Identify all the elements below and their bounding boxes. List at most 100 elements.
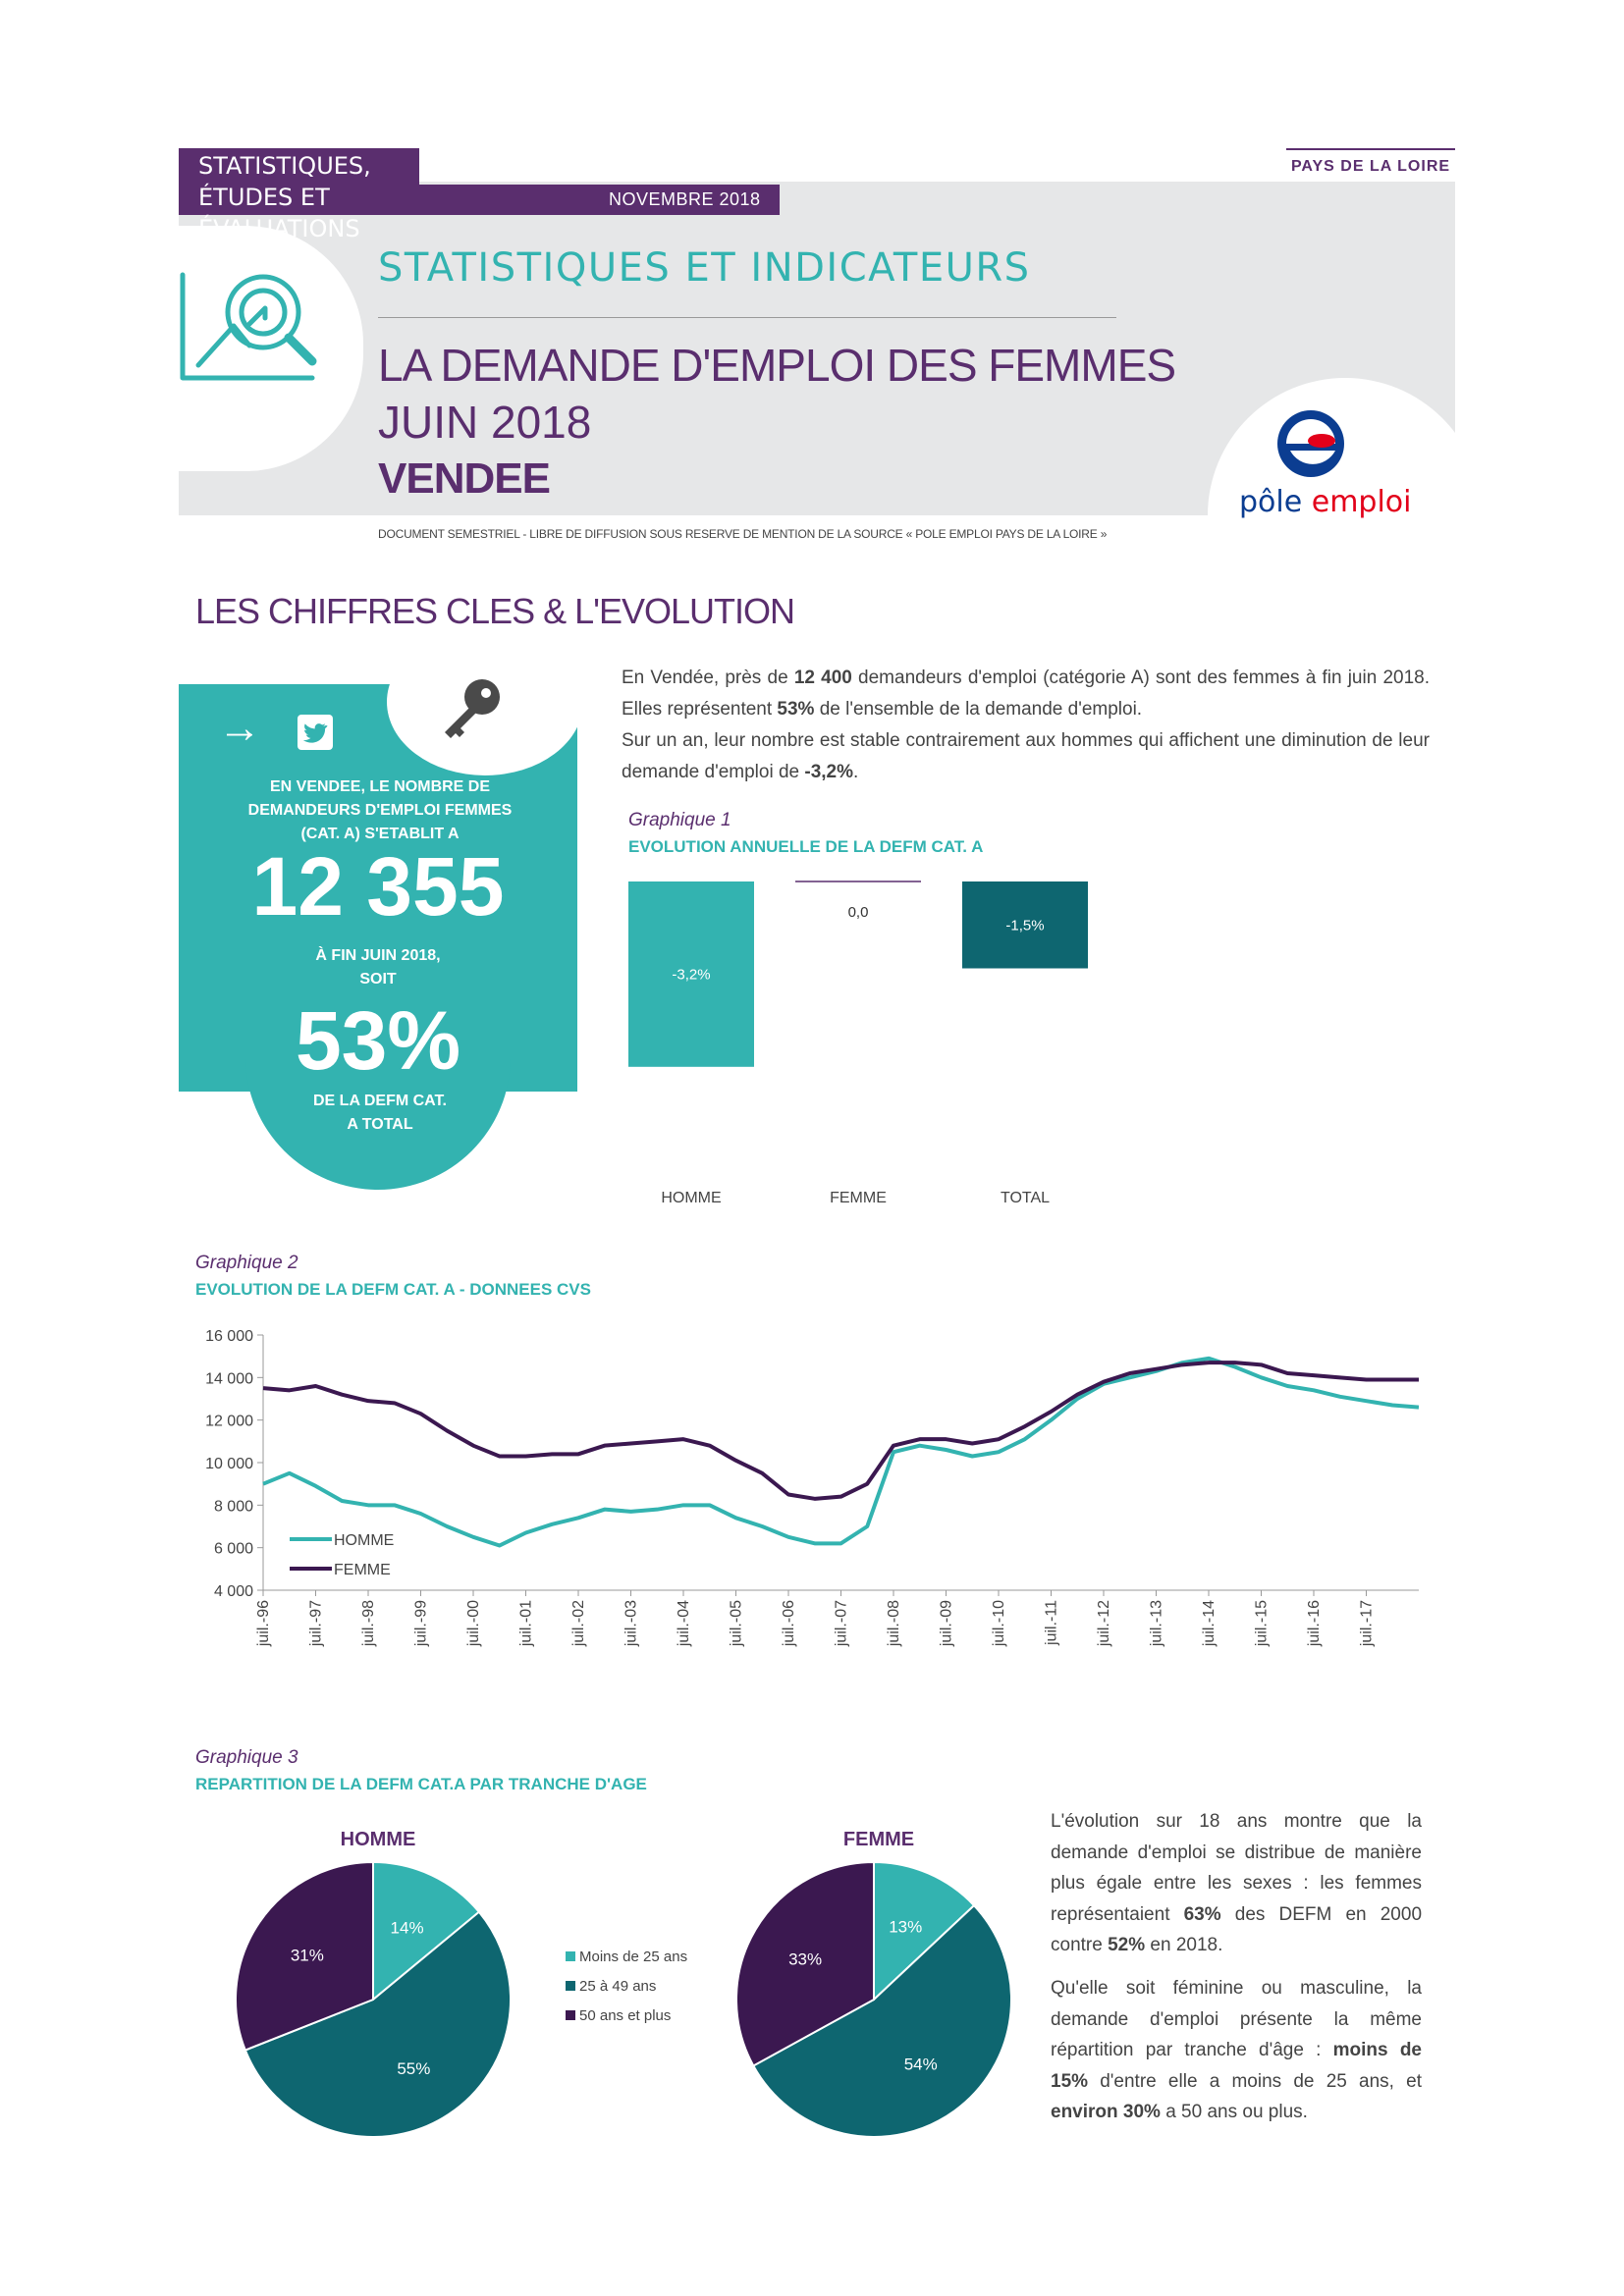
x-tick-label: juil.-96 [255, 1600, 272, 1647]
series-line-homme [262, 1356, 1420, 1548]
x-tick-label: juil.-97 [308, 1600, 325, 1647]
intro-text-4: Sur un an, leur nombre est stable contra… [622, 730, 1430, 782]
key-card-line1: EN VENDEE, LE NOMBRE DE [269, 778, 491, 795]
x-tick-label: juil.-00 [465, 1600, 482, 1647]
department-line2: ÉTUDES ET ÉVALUATIONS [198, 184, 360, 242]
graph3-label: Graphique 3 [195, 1747, 298, 1768]
x-tick-label: juil.-99 [413, 1600, 430, 1647]
y-tick-label: 12 000 [205, 1414, 253, 1430]
key-card-line2: DEMANDEURS D'EMPLOI FEMMES [247, 802, 513, 819]
x-tick-label: juil.-03 [623, 1600, 640, 1647]
age-distribution-pie-charts: HOMME 14% 55% 31% FEMME 13% 54% 33% Moins de 25 … [235, 1829, 1012, 2138]
pie-legend-label-2: 50 ans et plus [579, 2007, 671, 2024]
x-tick-label: juil.-05 [729, 1600, 745, 1647]
y-tick-label: 14 000 [205, 1370, 253, 1387]
x-tick-label: juil.-06 [781, 1600, 797, 1647]
x-tick-label: juil.-14 [1201, 1600, 1218, 1647]
graph2-label: Graphique 2 [195, 1253, 298, 1273]
pie-slice-homme-1 [244, 1910, 512, 2138]
key-card-line6: DE LA DEFM CAT. [313, 1093, 447, 1109]
intro-text-5: . [853, 762, 859, 782]
x-tick-label: juil.-98 [360, 1600, 377, 1647]
intro-figure-change: -3,2% [804, 762, 854, 782]
key-card-date-block: À FIN JUIN 2018, SOIT [179, 944, 577, 991]
bar-value-label-homme: -3,2% [672, 966, 710, 983]
y-tick-label: 4 000 [214, 1583, 253, 1600]
outro-paragraph-2: Qu'elle soit féminine ou masculine, la d… [1051, 1973, 1422, 2128]
key-card-big-percent: 53% [295, 994, 461, 1087]
pie-slice-femme-1 [751, 1903, 1012, 2138]
y-tick-label: 8 000 [214, 1498, 253, 1515]
pie-slice-femme-0 [873, 1860, 976, 2002]
arrow-icon: → [218, 704, 261, 752]
intro-figure-share: 53% [777, 699, 815, 720]
legend-label-femme: FEMME [334, 1562, 391, 1578]
annual-change-bar-chart: -3,2% HOMME 0,0 FEMME -1,5% TOTAL [628, 881, 1088, 1206]
outro-text-3: en 2018. [1145, 1935, 1223, 1955]
graph1-title: EVOLUTION ANNUELLE DE LA DEFM CAT. A [628, 837, 984, 856]
twitter-icon[interactable] [298, 715, 333, 750]
graph1-label: Graphique 1 [628, 810, 731, 830]
pole-emploi-logo-text: pôle emploi [1239, 485, 1412, 519]
key-card-line3: (CAT. A) S'ETABLIT A [300, 826, 460, 842]
outro-figure-2000: 63% [1183, 1903, 1221, 1925]
x-tick-label: juil.-07 [834, 1600, 850, 1647]
document-note: DOCUMENT SEMESTRIEL - LIBRE DE DIFFUSION… [378, 527, 1108, 541]
department-tag: STATISTIQUES, ÉTUDES ET ÉVALUATIONS [179, 148, 419, 242]
pie-legend-label-1: 25 à 49 ans [579, 1978, 656, 1995]
x-tick-label: juil.-11 [1044, 1600, 1060, 1646]
intro-figure-count: 12 400 [793, 667, 852, 688]
department-line1: STATISTIQUES, [198, 152, 371, 180]
key-card-line4: À FIN JUIN 2018, [315, 947, 441, 964]
category-label-total: TOTAL [1001, 1190, 1050, 1206]
pie-title-femme: FEMME [843, 1829, 914, 1850]
page-title: LA DEMANDE D'EMPLOI DES FEMMES [378, 340, 1176, 391]
x-tick-label: juil.-16 [1306, 1600, 1323, 1647]
section-title: LES CHIFFRES CLES & L'EVOLUTION [195, 591, 795, 631]
x-tick-label: juil.-17 [1359, 1600, 1376, 1647]
series-line-femme [262, 1361, 1419, 1501]
pole-emploi-logo-mark [1277, 410, 1344, 477]
graph3-title: REPARTITION DE LA DEFM CAT.A PAR TRANCHE… [195, 1775, 647, 1793]
outro-figure-2018: 52% [1108, 1935, 1146, 1955]
graph2-title: EVOLUTION DE LA DEFM CAT. A - DONNEES CV… [195, 1280, 591, 1299]
header-divider [378, 317, 1116, 318]
key-icon [445, 679, 500, 738]
intro-text-2: demandeurs d'emploi (catégorie A) sont d… [622, 667, 1431, 720]
key-card-big-number: 12 355 [251, 840, 505, 933]
key-card-line7: A TOTAL [347, 1116, 413, 1133]
intro-paragraph: En Vendée, près de 12 400 demandeurs d'e… [622, 663, 1430, 788]
key-card-outro: DE LA DEFM CAT. A TOTAL [218, 1090, 542, 1137]
intro-text-3: de l'ensemble de la demande d'emploi. [814, 699, 1143, 720]
bar-homme [628, 881, 754, 1067]
pie-value-label-femme-2: 33% [788, 1950, 822, 1969]
page-territory: VENDEE [378, 454, 551, 503]
y-tick-label: 10 000 [205, 1456, 253, 1472]
x-tick-label: juil.-12 [1096, 1600, 1112, 1647]
outro-figure-over50: environ 30% [1051, 2102, 1161, 2122]
x-tick-label: juil.-09 [939, 1600, 955, 1647]
x-tick-label: juil.-01 [518, 1600, 535, 1647]
y-tick-label: 6 000 [214, 1541, 253, 1558]
x-tick-label: juil.-10 [991, 1600, 1007, 1647]
pie-slice-homme-0 [372, 1860, 481, 2002]
outro-paragraph-1: L'évolution sur 18 ans montre que la dem… [1051, 1806, 1422, 1961]
page-period: JUIN 2018 [378, 397, 592, 448]
pie-value-label-femme-0: 13% [889, 1917, 922, 1936]
bar-value-label-femme: 0,0 [848, 904, 869, 921]
pie-title-homme: HOMME [341, 1829, 416, 1850]
outro-text-4: Qu'elle soit féminine ou masculine, la d… [1051, 1978, 1422, 2060]
key-card-line5: SOIT [359, 971, 397, 988]
publication-date: NOVEMBRE 2018 [609, 189, 761, 209]
pie-legend-swatch-1 [566, 1981, 575, 1991]
outro-text-2: des DEFM en 2000 contre [1051, 1903, 1423, 1956]
analytics-magnifier-icon [180, 272, 317, 381]
category-label-homme: HOMME [661, 1190, 721, 1206]
bar-value-label-total: -1,5% [1005, 917, 1044, 934]
y-tick-label: 16 000 [205, 1328, 253, 1345]
pie-legend-swatch-2 [566, 2010, 575, 2020]
legend-label-homme: HOMME [334, 1532, 394, 1549]
logo-word-emploi: emploi [1311, 485, 1412, 519]
outro-text-6: a 50 ans ou plus. [1160, 2102, 1308, 2122]
